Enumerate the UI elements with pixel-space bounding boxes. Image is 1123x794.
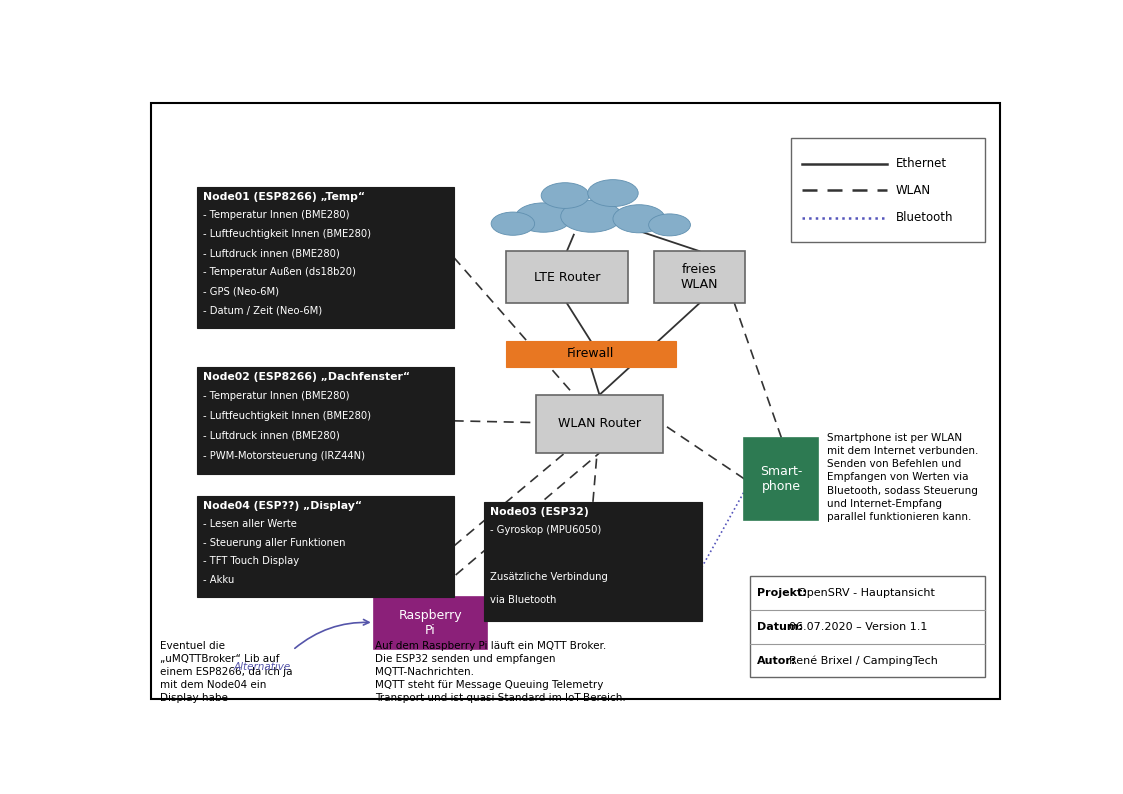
Ellipse shape	[649, 214, 691, 236]
Text: Eventuel die
„uMQTTBroker“ Lib auf
einem ESP8266, da ich ja
mit dem Node04 ein
D: Eventuel die „uMQTTBroker“ Lib auf einem…	[159, 641, 292, 703]
Text: Datum:: Datum:	[757, 622, 803, 632]
Text: freies
WLAN: freies WLAN	[681, 263, 719, 291]
Text: - Luftfeuchtigkeit Innen (BME280): - Luftfeuchtigkeit Innen (BME280)	[203, 229, 371, 239]
Text: Projekt:: Projekt:	[757, 588, 806, 598]
Bar	[197, 495, 454, 596]
Bar	[505, 341, 676, 367]
Text: Node04 (ESP??) „Display“: Node04 (ESP??) „Display“	[203, 501, 362, 511]
Text: OpenSRV - Hauptansicht: OpenSRV - Hauptansicht	[798, 588, 935, 598]
Ellipse shape	[491, 212, 535, 235]
Text: Auf dem Raspberry Pi läuft ein MQTT Broker.
Die ESP32 senden und empfangen
MQTT-: Auf dem Raspberry Pi läuft ein MQTT Brok…	[375, 641, 627, 703]
Text: - Akku: - Akku	[203, 575, 235, 585]
Text: Bluetooth: Bluetooth	[896, 211, 953, 224]
Bar	[505, 251, 628, 303]
Text: - TFT Touch Display: - TFT Touch Display	[203, 557, 299, 566]
Text: - Luftfeuchtigkeit Innen (BME280): - Luftfeuchtigkeit Innen (BME280)	[203, 410, 371, 421]
Bar	[197, 368, 454, 474]
Bar	[374, 596, 486, 649]
Text: Node03 (ESP32): Node03 (ESP32)	[491, 507, 588, 517]
Text: Raspberry
Pi: Raspberry Pi	[399, 608, 462, 637]
Bar	[792, 138, 985, 242]
Text: Smart-
phone: Smart- phone	[760, 465, 803, 493]
Text: 06.07.2020 – Version 1.1: 06.07.2020 – Version 1.1	[788, 622, 928, 632]
Text: Firewall: Firewall	[567, 348, 614, 360]
Text: via Bluetooth: via Bluetooth	[491, 595, 557, 605]
Ellipse shape	[541, 183, 590, 208]
Text: Node01 (ESP8266) „Temp“: Node01 (ESP8266) „Temp“	[203, 192, 365, 202]
Ellipse shape	[515, 203, 572, 232]
Ellipse shape	[613, 205, 665, 233]
Text: Ethernet: Ethernet	[896, 157, 947, 170]
Text: - Temperatur Innen (BME280): - Temperatur Innen (BME280)	[203, 391, 349, 401]
Text: Alternative: Alternative	[234, 662, 291, 673]
Bar	[750, 576, 985, 677]
Text: - PWM-Motorsteuerung (IRZ44N): - PWM-Motorsteuerung (IRZ44N)	[203, 451, 365, 461]
Ellipse shape	[587, 179, 638, 206]
Bar	[745, 437, 819, 520]
Text: Node02 (ESP8266) „Dachfenster“: Node02 (ESP8266) „Dachfenster“	[203, 372, 410, 382]
Text: - Datum / Zeit (Neo-6M): - Datum / Zeit (Neo-6M)	[203, 306, 322, 315]
Text: - Temperatur Außen (ds18b20): - Temperatur Außen (ds18b20)	[203, 268, 356, 277]
Text: WLAN Router: WLAN Router	[558, 418, 641, 430]
Text: - Lesen aller Werte: - Lesen aller Werte	[203, 519, 296, 529]
Text: René Brixel / CampingTech: René Brixel / CampingTech	[788, 655, 938, 665]
Text: Zusätzliche Verbindung: Zusätzliche Verbindung	[491, 572, 609, 581]
Text: WLAN: WLAN	[896, 183, 931, 197]
Bar	[197, 187, 454, 328]
Text: - GPS (Neo-6M): - GPS (Neo-6M)	[203, 287, 279, 296]
Bar	[537, 395, 663, 453]
Bar	[654, 251, 746, 303]
Text: - Luftdruck innen (BME280): - Luftdruck innen (BME280)	[203, 431, 340, 441]
Bar	[484, 502, 702, 621]
Text: - Steuerung aller Funktionen: - Steuerung aller Funktionen	[203, 538, 346, 548]
Ellipse shape	[560, 200, 622, 232]
Text: - Temperatur Innen (BME280): - Temperatur Innen (BME280)	[203, 210, 349, 220]
Text: Smartphone ist per WLAN
mit dem Internet verbunden.
Senden von Befehlen und
Empf: Smartphone ist per WLAN mit dem Internet…	[827, 433, 978, 522]
Text: LTE Router: LTE Router	[533, 271, 600, 283]
Text: Autor:: Autor:	[757, 656, 796, 665]
Text: - Gyroskop (MPU6050): - Gyroskop (MPU6050)	[491, 525, 602, 535]
Text: - Luftdruck innen (BME280): - Luftdruck innen (BME280)	[203, 249, 340, 258]
